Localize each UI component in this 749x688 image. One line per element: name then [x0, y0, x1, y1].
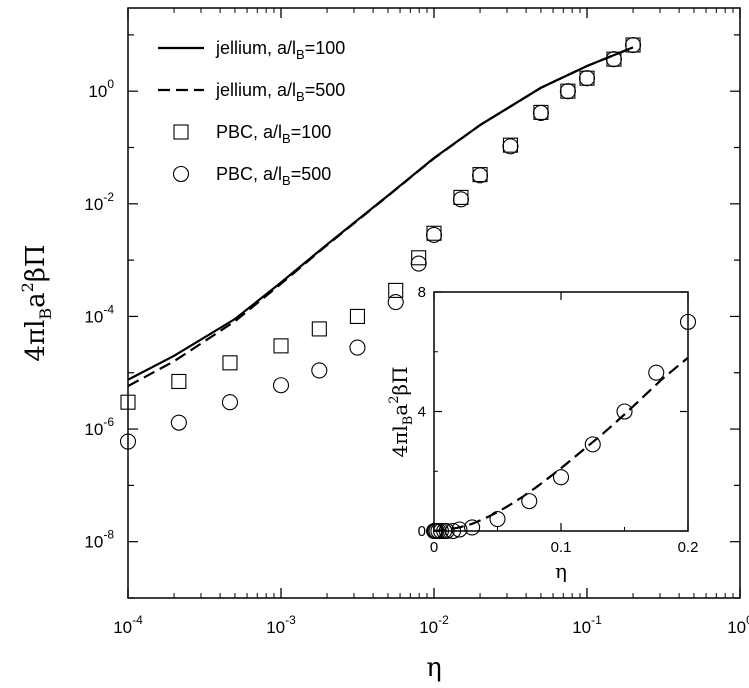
main-circle-marker — [502, 138, 519, 155]
main-x-axis-title: η — [426, 653, 442, 683]
main-dashed-line — [127, 46, 634, 388]
y-tick-label: 10-4 — [84, 302, 114, 326]
inset-circle-marker — [552, 469, 570, 486]
legend: jellium, a/lB=100 jellium, a/lB=500 PBC, a… — [158, 38, 345, 188]
inset-ticks: 0 0.1 0.2 0 4 8 — [418, 284, 699, 556]
main-circle-marker — [170, 414, 187, 431]
inset-y-axis-title: 4πlBa2βΠ — [387, 366, 416, 457]
inset-y-tick-label: 0 — [418, 523, 426, 540]
main-circle-marker — [472, 167, 489, 184]
main-circle-marker — [578, 70, 596, 87]
main-square-marker — [426, 225, 442, 241]
legend-label: PBC, a/lB=500 — [216, 164, 331, 188]
main-y-axis-title: 4πlBa2βΠ — [18, 244, 55, 361]
inset-circle-marker — [489, 510, 506, 528]
main-circle-marker — [221, 394, 239, 411]
x-tick-label: 10-4 — [113, 613, 143, 637]
main-circle-marker — [425, 226, 443, 243]
inset-circle-marker — [521, 493, 538, 510]
y-tick-label: 100 — [88, 77, 114, 101]
inset-x-tick-label: 0 — [430, 539, 438, 556]
main-square-marker — [388, 282, 404, 298]
legend-square-swatch — [173, 124, 189, 140]
main-circle-marker — [272, 377, 290, 394]
main-square-marker — [222, 355, 238, 371]
legend-label: jellium, a/lB=500 — [215, 80, 345, 104]
main-circle-marker — [605, 51, 622, 68]
inset-circle-marker — [464, 519, 481, 536]
main-circle-marker — [311, 362, 328, 379]
main-square-marker — [273, 338, 289, 354]
main-square-marker — [311, 321, 327, 337]
main-circle-marker — [349, 339, 366, 356]
y-tick-label: 10-2 — [84, 190, 114, 214]
x-tick-label: 10-3 — [266, 613, 296, 637]
main-circle-marker — [625, 36, 642, 54]
main-circle-marker — [452, 191, 469, 208]
inset-circle-marker — [451, 521, 468, 538]
main-circle-marker — [559, 83, 576, 100]
inset-background — [434, 292, 688, 531]
main-circle-marker — [119, 433, 137, 450]
main-square-marker — [579, 70, 595, 86]
inset-circle-marker — [584, 436, 601, 453]
main-square-marker — [453, 189, 469, 205]
legend-circle-swatch — [172, 165, 190, 183]
inset-circle-marker — [616, 403, 633, 420]
inset-x-axis-title: η — [555, 559, 567, 583]
inset-x-tick-label: 0.1 — [551, 539, 572, 556]
inset-circle-marker — [648, 364, 665, 381]
y-tick-label: 10-6 — [84, 415, 114, 439]
x-tick-label: 10-1 — [572, 613, 602, 637]
main-circle-marker — [532, 104, 549, 122]
x-tick-label: 10-2 — [419, 613, 449, 637]
main-square-marker — [411, 250, 427, 266]
main-circle-marker — [410, 255, 427, 272]
main-series — [119, 36, 642, 450]
main-plot: 10-4 10-3 10-2 10-1 100 100 10-2 10-4 10-6 10-8 η… — [18, 7, 749, 683]
main-square-marker — [171, 373, 187, 390]
main-square-marker — [560, 83, 576, 99]
inset-y-tick-label: 4 — [418, 404, 426, 421]
legend-label: PBC, a/lB=100 — [216, 122, 331, 146]
legend-label: jellium, a/lB=100 — [215, 38, 345, 62]
x-tick-label: 100 — [727, 613, 749, 637]
inset-series — [426, 313, 697, 540]
y-tick-label: 10-8 — [84, 528, 114, 552]
main-square-marker — [120, 394, 136, 410]
main-square-marker — [349, 308, 366, 324]
inset-plot: 0 0.1 0.2 0 4 8 η 4πlBa2βΠ — [387, 284, 698, 583]
inset-y-tick-label: 8 — [418, 284, 426, 301]
main-ticks: 10-4 10-3 10-2 10-1 100 100 10-2 10-4 10-6 10-8 — [84, 8, 749, 637]
inset-dashed-line — [433, 356, 689, 533]
main-circle-marker — [387, 294, 404, 311]
inset-x-tick-label: 0.2 — [678, 539, 699, 556]
